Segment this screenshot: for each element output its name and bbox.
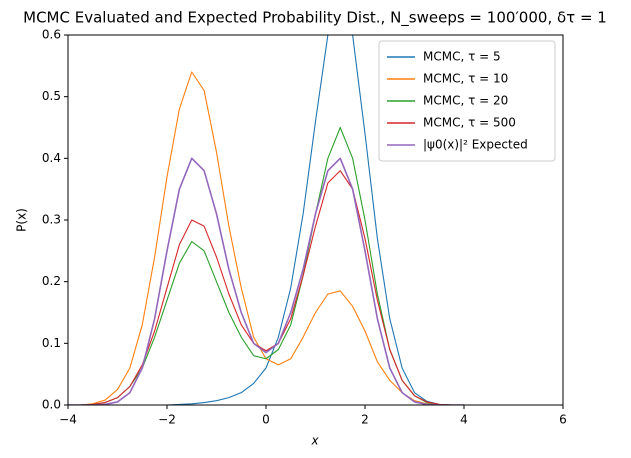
x-tick-label: −4 bbox=[59, 413, 77, 427]
y-tick-label: 0.6 bbox=[42, 28, 61, 42]
series-line bbox=[68, 170, 464, 405]
legend-label: MCMC, τ = 5 bbox=[423, 50, 501, 64]
series-line bbox=[68, 126, 464, 405]
y-tick-label: 0.2 bbox=[42, 274, 61, 288]
series-line bbox=[68, 35, 464, 405]
x-tick-label: 2 bbox=[361, 413, 369, 427]
y-tick-label: 0.1 bbox=[42, 336, 61, 350]
legend-label: MCMC, τ = 500 bbox=[423, 116, 516, 130]
x-axis-label: x bbox=[310, 434, 319, 448]
y-tick-label: 0.5 bbox=[42, 89, 61, 103]
plot-lines bbox=[68, 35, 464, 405]
y-tick-label: 0.0 bbox=[42, 398, 61, 412]
x-tick-label: 4 bbox=[460, 413, 468, 427]
legend-label: |ψ0(x)|² Expected bbox=[423, 138, 528, 152]
x-tick-label: 0 bbox=[262, 413, 270, 427]
legend-box bbox=[378, 40, 556, 162]
legend-label: MCMC, τ = 20 bbox=[423, 94, 508, 108]
x-tick-label: −2 bbox=[158, 413, 176, 427]
y-axis-label: P(x) bbox=[15, 208, 29, 232]
legend-label: MCMC, τ = 10 bbox=[423, 72, 508, 86]
series-line bbox=[68, 157, 464, 405]
chart-title: MCMC Evaluated and Expected Probability … bbox=[23, 9, 607, 28]
y-tick-label: 0.4 bbox=[42, 151, 61, 165]
x-tick-label: 6 bbox=[559, 413, 567, 427]
y-tick-label: 0.3 bbox=[42, 213, 61, 227]
